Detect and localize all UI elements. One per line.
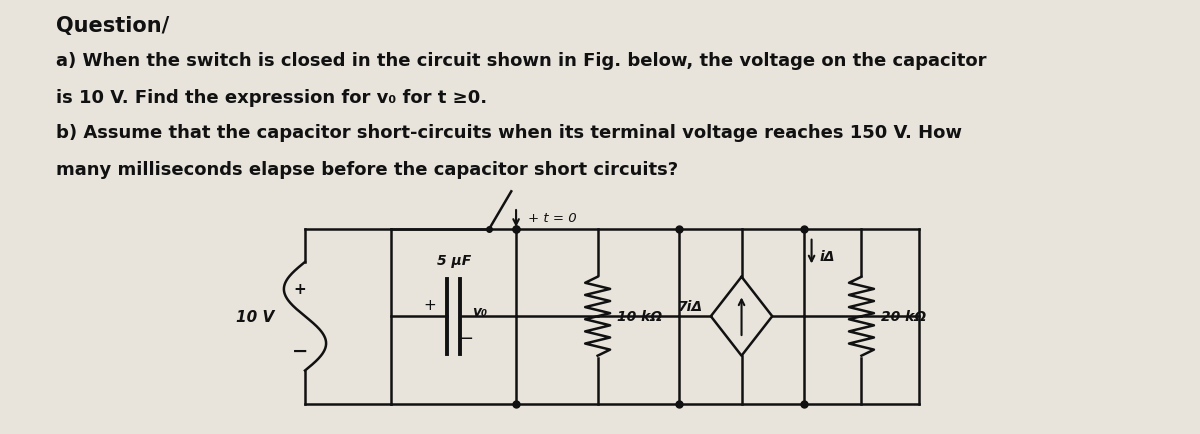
Text: many milliseconds elapse before the capacitor short circuits?: many milliseconds elapse before the capa… [55,161,678,178]
Text: Question/: Question/ [55,16,169,36]
Text: 20 kΩ: 20 kΩ [881,309,925,323]
Text: b) Assume that the capacitor short-circuits when its terminal voltage reaches 15: b) Assume that the capacitor short-circu… [55,124,961,142]
Text: v₀: v₀ [472,305,487,319]
Text: 5 μF: 5 μF [437,253,470,267]
Text: + t = 0: + t = 0 [528,211,576,224]
Text: 10 V: 10 V [236,309,275,324]
Text: −: − [457,329,473,347]
Text: −: − [292,342,308,360]
Text: a) When the switch is closed in the circuit shown in Fig. below, the voltage on : a) When the switch is closed in the circ… [55,52,986,70]
Text: 7iΔ: 7iΔ [678,299,703,314]
Text: +: + [294,281,306,296]
Text: +: + [424,297,436,312]
Text: iΔ: iΔ [820,250,835,264]
Text: is 10 V. Find the expression for v₀ for t ≥0.: is 10 V. Find the expression for v₀ for … [55,89,487,106]
Text: 10 kΩ: 10 kΩ [617,309,662,323]
